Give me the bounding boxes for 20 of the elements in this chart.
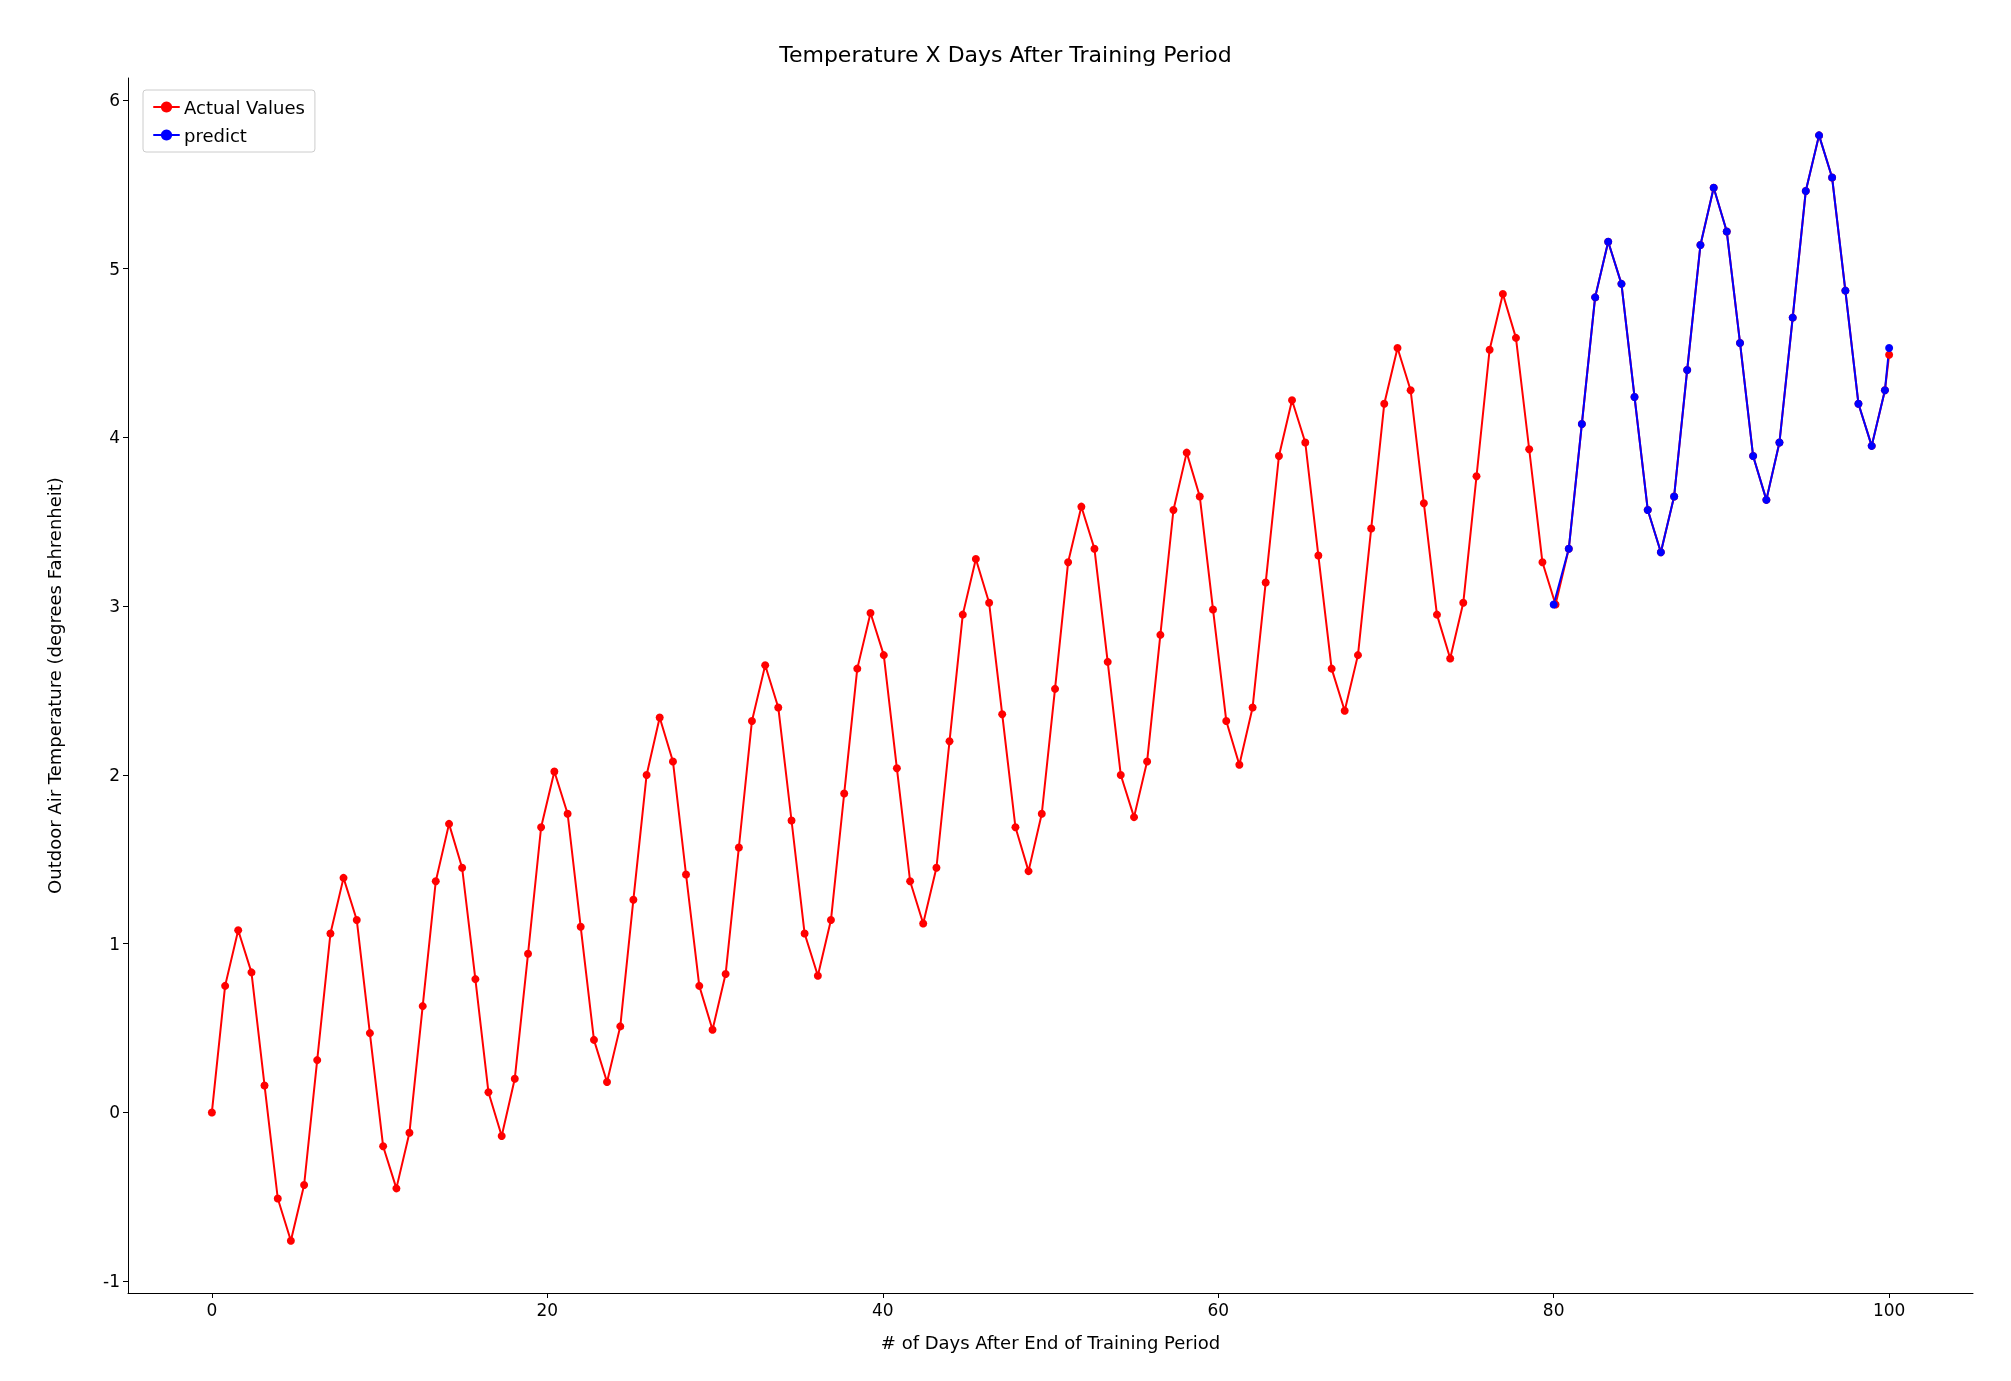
- x-axis-title: # of Days After End of Training Period: [880, 1331, 1221, 1353]
- y-tick-label: 5: [109, 258, 120, 279]
- y-tick-label: 3: [109, 596, 120, 617]
- y-tick-label: 0: [109, 1102, 120, 1123]
- x-tick-label: 40: [871, 1299, 894, 1320]
- point: [1885, 344, 1894, 352]
- y-tick-label: 6: [109, 89, 120, 110]
- x-tick-label: 20: [536, 1299, 559, 1320]
- x-tick-label: 100: [1872, 1299, 1906, 1320]
- chart-title: Temperature X Days After Training Period: [778, 41, 1232, 67]
- x-tick-label: 80: [1542, 1299, 1565, 1320]
- x-tick-label: 0: [206, 1299, 218, 1320]
- y-tick-label: 1: [109, 933, 120, 954]
- y-axis-title: Outdoor Air Temperature (degrees Fahrenheit): [43, 477, 65, 894]
- x-tick-label: 60: [1207, 1299, 1230, 1320]
- y-tick-label: 4: [109, 427, 120, 448]
- y-tick-label: 2: [109, 764, 120, 785]
- y-tick-label: -1: [103, 1271, 120, 1292]
- legend-label: Actual Values: [184, 96, 305, 118]
- legend-label: predict: [184, 124, 247, 146]
